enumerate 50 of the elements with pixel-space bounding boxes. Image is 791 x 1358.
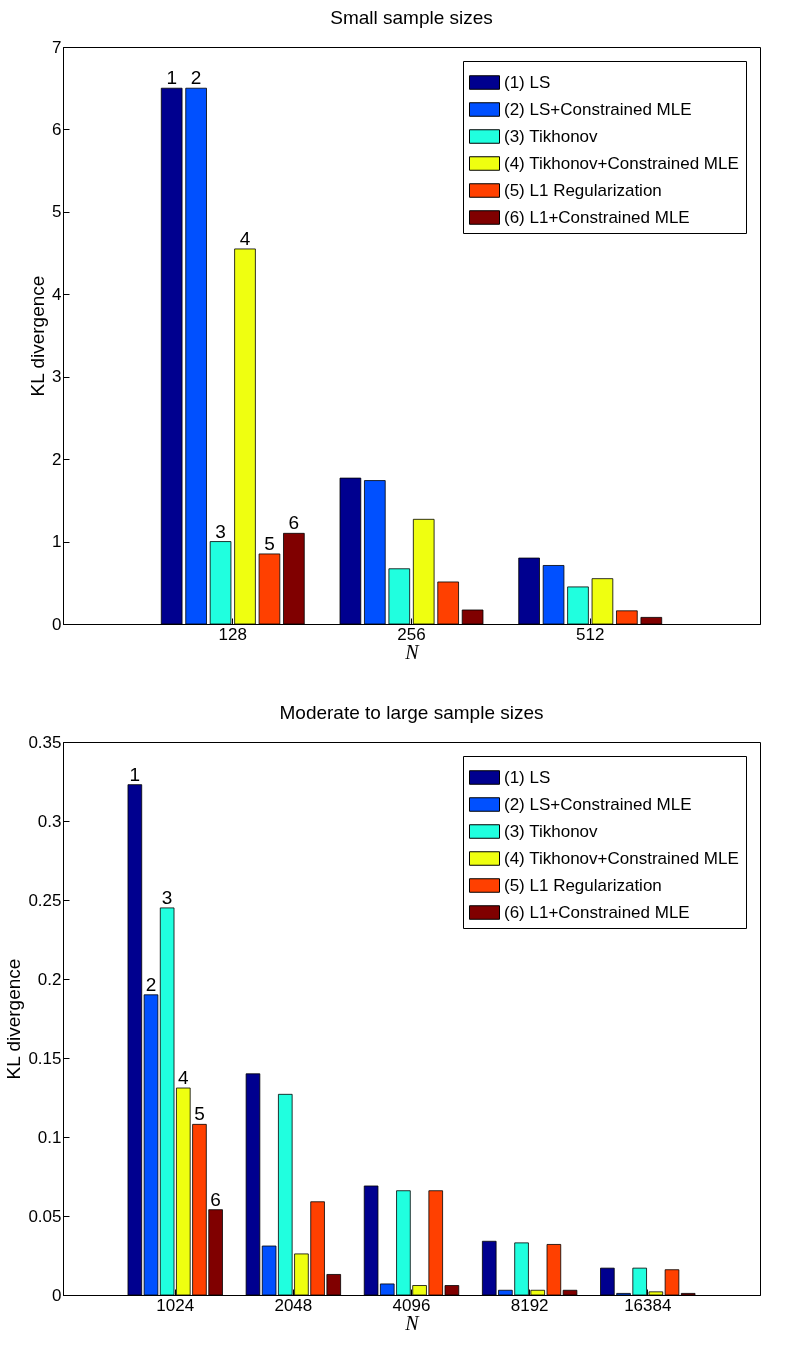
x-tick-label: 128 bbox=[218, 624, 247, 644]
y-tick-label: 4 bbox=[52, 284, 62, 304]
y-tick-label: 1 bbox=[52, 532, 62, 552]
x-tick-label: 16384 bbox=[624, 1295, 672, 1315]
y-axis-title: KL divergence bbox=[3, 958, 25, 1080]
legend-label: (6) L1+Constrained MLE bbox=[504, 902, 690, 922]
legend-label: (1) LS bbox=[504, 767, 551, 787]
x-tick-label: 1024 bbox=[156, 1295, 195, 1315]
annotation: 6 bbox=[288, 512, 300, 534]
y-axis-title: KL divergence bbox=[27, 275, 49, 397]
y-tick-label: 0.35 bbox=[28, 732, 62, 752]
y-tick-label: 0.15 bbox=[28, 1048, 62, 1068]
annotation: 1 bbox=[129, 763, 141, 785]
y-tick-label: 0 bbox=[52, 614, 62, 634]
annotation: 1 bbox=[166, 67, 177, 89]
legend-label: (3) Tikhonov bbox=[504, 821, 599, 841]
chart-title: Small sample sizes bbox=[330, 7, 493, 28]
annotation: 5 bbox=[194, 1103, 205, 1125]
annotation: 3 bbox=[161, 886, 173, 908]
y-tick-label: 3 bbox=[52, 367, 62, 387]
chart-title: Moderate to large sample sizes bbox=[279, 702, 544, 723]
y-tick-label: 2 bbox=[52, 449, 62, 469]
legend-label: (2) LS+Constrained MLE bbox=[504, 99, 692, 119]
y-tick-label: 7 bbox=[52, 37, 62, 57]
annotation: 5 bbox=[264, 532, 275, 554]
y-tick-label: 0 bbox=[52, 1285, 62, 1305]
legend-label: (5) L1 Regularization bbox=[504, 875, 662, 895]
y-tick-label: 0.3 bbox=[37, 811, 62, 831]
annotation: 3 bbox=[215, 520, 226, 542]
legend-label: (3) Tikhonov bbox=[504, 126, 599, 146]
x-tick-label: 512 bbox=[576, 624, 605, 644]
annotation: 4 bbox=[178, 1067, 190, 1089]
y-tick-label: 6 bbox=[52, 119, 62, 139]
annotation: 2 bbox=[190, 67, 202, 89]
y-tick-label: 0.25 bbox=[28, 890, 62, 910]
annotation: 6 bbox=[210, 1188, 221, 1210]
legend-label: (5) L1 Regularization bbox=[504, 180, 662, 200]
y-tick-label: 0.05 bbox=[28, 1206, 62, 1226]
legend-label: (2) LS+Constrained MLE bbox=[504, 794, 692, 814]
annotation: 4 bbox=[239, 227, 251, 249]
y-tick-label: 5 bbox=[52, 202, 62, 222]
legend-label: (4) Tikhonov+Constrained MLE bbox=[504, 153, 739, 173]
legend-label: (1) LS bbox=[504, 72, 551, 92]
x-tick-label: 2048 bbox=[274, 1295, 313, 1315]
legend-label: (4) Tikhonov+Constrained MLE bbox=[504, 848, 739, 868]
annotation: 2 bbox=[145, 973, 157, 995]
legend-label: (6) L1+Constrained MLE bbox=[504, 207, 690, 227]
x-tick-label: 8192 bbox=[510, 1295, 549, 1315]
y-tick-label: 0.2 bbox=[37, 969, 62, 989]
y-tick-label: 0.1 bbox=[37, 1127, 62, 1147]
